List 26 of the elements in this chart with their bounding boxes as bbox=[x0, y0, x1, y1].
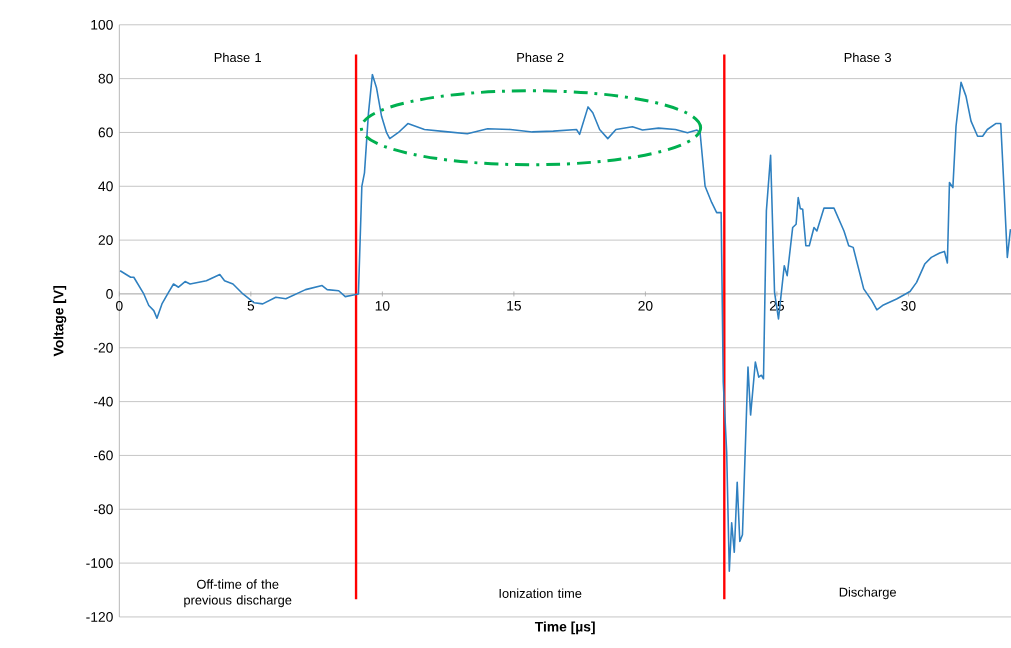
x-tick-label: 0 bbox=[116, 301, 123, 311]
x-tick-label: 15 bbox=[507, 301, 521, 311]
y-tick-label: -100 bbox=[86, 558, 113, 569]
y-tick-label: 60 bbox=[98, 127, 113, 138]
y-tick-label: 20 bbox=[98, 235, 113, 246]
y-tick-label: -20 bbox=[93, 343, 113, 353]
y-tick-label: -60 bbox=[93, 450, 113, 461]
y-tick-label: 40 bbox=[98, 181, 113, 192]
y-tick-label: 100 bbox=[91, 20, 113, 30]
y-tick-label: -120 bbox=[86, 612, 113, 622]
y-tick-label: 80 bbox=[98, 73, 113, 84]
annotation: Off-time of the previous discharge bbox=[184, 579, 292, 608]
x-tick-label: 10 bbox=[375, 301, 390, 311]
annotation: Phase 1 bbox=[214, 52, 261, 63]
y-axis-title: Voltage [V] bbox=[53, 286, 67, 357]
y-tick-label: -80 bbox=[93, 504, 113, 515]
y-tick-label: 0 bbox=[106, 289, 113, 299]
y-tick-label: -40 bbox=[93, 396, 113, 407]
x-axis-title: Time [µs] bbox=[534, 621, 595, 635]
annotation: Phase 3 bbox=[844, 52, 892, 63]
annotation: Phase 2 bbox=[517, 52, 564, 63]
x-tick-label: 5 bbox=[247, 301, 255, 311]
x-tick-label: 20 bbox=[638, 301, 653, 311]
x-tick-label: 30 bbox=[901, 301, 916, 311]
annotation: Discharge bbox=[839, 587, 896, 600]
annotation: Ionization time bbox=[499, 588, 582, 599]
